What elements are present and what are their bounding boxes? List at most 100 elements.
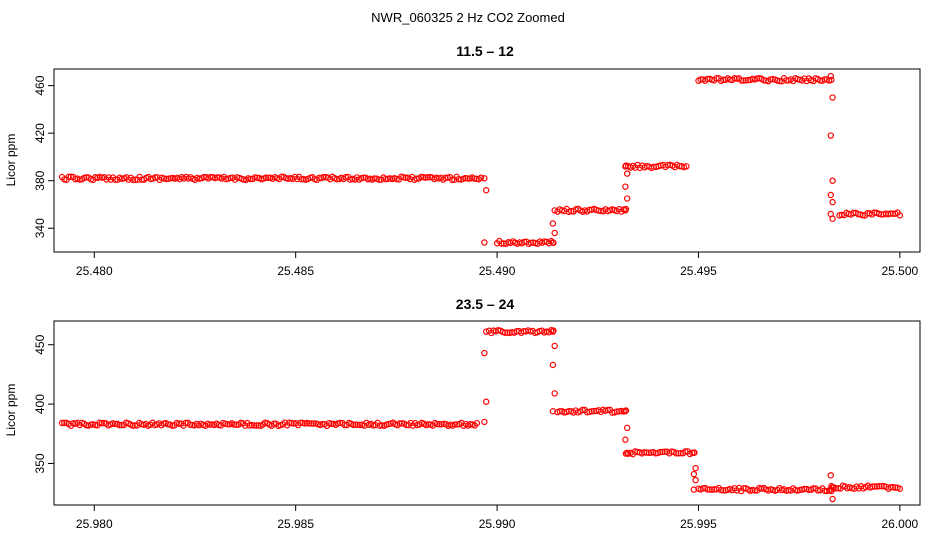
- data-point: [549, 408, 557, 415]
- panel-2-x-tick-label: 25.995: [680, 517, 717, 531]
- panel-1-x-tick-label: 25.490: [479, 264, 516, 278]
- panel-1-x-tick-label: 25.485: [277, 264, 314, 278]
- data-point: [547, 327, 555, 334]
- data-point: [481, 349, 488, 357]
- data-point: [320, 173, 327, 181]
- panel-2-plot-box: [53, 320, 921, 506]
- data-point: [264, 174, 272, 182]
- data-point: [448, 176, 456, 184]
- data-point: [498, 240, 505, 247]
- data-point: [253, 422, 260, 429]
- data-point: [683, 163, 690, 170]
- data-point: [129, 176, 137, 184]
- panel-2-axes: 25.980 25.985 25.990 25.995 26.000 350 400 450: [33, 334, 919, 531]
- panel-2-y-tick-label: 400: [33, 394, 47, 414]
- panel-1-y-tick-label: 340: [33, 218, 47, 238]
- data-point: [622, 408, 629, 415]
- data-point: [58, 419, 66, 427]
- panel-2-y-axis-label: Licor ppm: [4, 384, 18, 437]
- data-point: [549, 239, 557, 246]
- figure-title: NWR_060325 2 Hz CO2 Zoomed: [371, 10, 565, 25]
- data-point: [482, 398, 490, 405]
- data-point: [622, 163, 629, 170]
- data-point: [436, 421, 443, 428]
- panel-1-y-tick-label: 460: [33, 75, 47, 95]
- data-point: [473, 419, 481, 427]
- data-point: [690, 486, 698, 493]
- data-point: [129, 422, 136, 429]
- data-point: [298, 176, 305, 183]
- data-point: [742, 77, 749, 84]
- data-point: [131, 176, 139, 183]
- panel-2-x-tick-label: 25.990: [479, 517, 516, 531]
- panel-1-x-tick-label: 25.480: [76, 264, 113, 278]
- data-point: [262, 174, 270, 181]
- data-point: [767, 76, 774, 83]
- data-point: [451, 421, 459, 428]
- panel-1-x-tick-label: 25.500: [882, 264, 919, 278]
- panel-2-points: [58, 327, 904, 503]
- data-point: [527, 239, 535, 247]
- data-point: [690, 470, 698, 478]
- data-point: [672, 450, 680, 457]
- data-point: [98, 420, 105, 427]
- data-point: [350, 421, 357, 429]
- data-point: [827, 132, 834, 139]
- data-point: [434, 420, 441, 428]
- data-point: [828, 76, 835, 84]
- data-point: [549, 328, 557, 335]
- data-point: [352, 421, 359, 428]
- data-point: [471, 175, 478, 182]
- data-point: [310, 420, 317, 427]
- panel-1-y-tick-label: 420: [33, 123, 47, 143]
- data-point: [382, 175, 389, 183]
- data-point: [622, 207, 629, 214]
- data-point: [690, 449, 698, 456]
- data-point: [354, 421, 361, 428]
- data-point: [829, 483, 836, 491]
- data-point: [297, 419, 304, 427]
- panel-2-x-tick-label: 25.985: [277, 517, 314, 531]
- data-point: [827, 472, 834, 479]
- data-point: [876, 482, 883, 490]
- data-point: [206, 421, 214, 428]
- data-point: [887, 483, 894, 491]
- panel-1-y-axis-label: Licor ppm: [4, 134, 18, 187]
- data-point: [821, 487, 828, 494]
- data-point: [704, 486, 711, 493]
- data-point: [315, 174, 323, 181]
- data-point: [549, 361, 557, 369]
- data-point: [692, 476, 699, 484]
- data-point: [328, 420, 335, 428]
- data-point: [622, 183, 629, 190]
- data-point: [896, 485, 904, 492]
- data-point: [623, 170, 631, 177]
- data-point: [481, 175, 488, 182]
- data-point: [230, 421, 238, 428]
- panel-2-x-tick-label: 26.000: [882, 517, 919, 531]
- data-point: [829, 215, 836, 222]
- data-point: [738, 77, 745, 84]
- data-point: [250, 422, 258, 429]
- data-point: [896, 212, 904, 219]
- data-point: [827, 72, 834, 80]
- data-point: [829, 177, 836, 184]
- data-point: [740, 77, 747, 84]
- data-point: [482, 328, 490, 335]
- data-point: [623, 424, 631, 432]
- data-point: [442, 174, 449, 182]
- data-point: [551, 229, 558, 237]
- data-point: [551, 390, 558, 397]
- data-point: [65, 173, 72, 181]
- data-point: [551, 207, 558, 214]
- data-point: [549, 220, 557, 227]
- data-point: [869, 483, 876, 490]
- data-point: [482, 187, 490, 194]
- data-point: [753, 75, 761, 82]
- panel-1-axes: 25.480 25.485 25.490 25.495 25.500 340 380 420 4…: [33, 75, 919, 278]
- data-point: [623, 195, 631, 202]
- data-point: [424, 174, 431, 181]
- data-point: [622, 436, 629, 443]
- panel-2-title: 23.5 – 24: [456, 296, 515, 312]
